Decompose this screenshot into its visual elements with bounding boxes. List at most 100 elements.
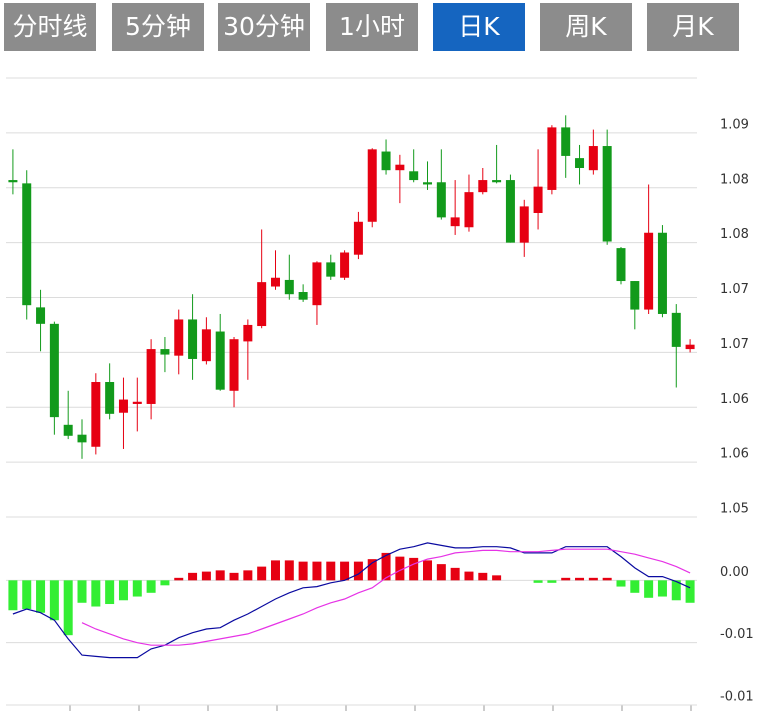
candle-body (22, 183, 32, 306)
candle-body (395, 164, 405, 171)
macd-bar (423, 560, 433, 581)
candle-body (312, 262, 322, 306)
macd-bar (146, 580, 156, 593)
macd-bar (174, 577, 184, 581)
macd-bar (644, 580, 654, 598)
y-tick-label: 1.08 (720, 227, 749, 242)
macd-bar (547, 580, 557, 583)
macd-bar (685, 580, 695, 603)
tab[interactable]: 周K (540, 3, 632, 51)
candle-body (450, 217, 460, 227)
y-tick-label: 1.06 (720, 392, 749, 407)
candle-body (644, 232, 654, 310)
candle-body (284, 279, 294, 295)
macd-bar (49, 580, 59, 621)
macd-bar (478, 572, 488, 581)
candle-body (519, 206, 529, 243)
candle-body (105, 382, 115, 414)
macd-bar (602, 577, 612, 581)
tab[interactable]: 5分钟 (112, 3, 204, 51)
candle-body (602, 146, 612, 242)
candle-body (132, 401, 142, 404)
y-tick-label: -0.01 (720, 627, 754, 642)
macd-bar (436, 564, 446, 581)
macd-bar (77, 580, 87, 603)
macd-bar (91, 580, 101, 607)
candle-body (298, 292, 308, 300)
macd-bar (215, 570, 225, 581)
candle-body (657, 232, 667, 314)
y-tick-label: 1.07 (720, 282, 749, 297)
candle-body (201, 329, 211, 362)
candle-body (588, 146, 598, 171)
macd-bar (561, 577, 571, 581)
candle-body (63, 424, 73, 436)
candle-body (423, 182, 433, 185)
macd-bar (8, 580, 18, 611)
candle-body (160, 349, 170, 355)
tab[interactable]: 日K (433, 3, 525, 51)
macd-bar (492, 575, 502, 581)
candle-body (77, 434, 87, 443)
tab[interactable]: 分时线 (4, 3, 96, 51)
candle-body (146, 349, 156, 404)
candle-body (575, 158, 585, 168)
macd-bar (36, 580, 46, 613)
candle-body (367, 149, 377, 222)
macd-bar (201, 571, 211, 581)
candle-body (630, 281, 640, 310)
macd-bar (243, 570, 253, 581)
candle-body (257, 282, 267, 327)
tab[interactable]: 月K (647, 3, 739, 51)
macd-bar (63, 580, 73, 636)
candle-body (91, 382, 101, 447)
macd-bar (671, 580, 681, 601)
candle-body (464, 192, 474, 228)
candle-body (353, 221, 363, 255)
macd-bar (575, 577, 585, 581)
candle-body (533, 186, 543, 213)
macd-bar (105, 580, 115, 605)
macd-bar (464, 571, 474, 581)
candle-body (561, 127, 571, 156)
macd-bar (257, 566, 267, 581)
macd-bar (630, 580, 640, 593)
macd-bar (367, 559, 377, 581)
candle-body (8, 180, 18, 183)
candle-body (478, 180, 488, 193)
candle-body (409, 171, 419, 181)
y-tick-label: 0.00 (720, 565, 749, 580)
candle-body (188, 319, 198, 359)
candle-body (436, 182, 446, 218)
y-tick-label: 1.08 (720, 172, 749, 187)
candle-body (671, 312, 681, 347)
dif-line (12, 542, 691, 659)
macd-bar (160, 580, 170, 586)
macd-bar (381, 552, 391, 581)
macd-bar (298, 561, 308, 581)
candle-body (505, 180, 515, 243)
candle-body (547, 127, 557, 190)
macd-bar (353, 561, 363, 581)
candle-body (492, 180, 502, 183)
candle-body (36, 307, 46, 324)
candle-body (270, 277, 280, 287)
macd-bar (312, 561, 322, 581)
candle-body (174, 319, 184, 356)
x-axis-ticks (69, 705, 692, 711)
candle-body (616, 248, 626, 282)
macd-bar (588, 577, 598, 581)
tab[interactable]: 30分钟 (218, 3, 310, 51)
macd-bar (270, 560, 280, 581)
y-tick-label: 1.06 (720, 447, 749, 462)
macd-bar (188, 572, 198, 581)
macd-bar (409, 557, 419, 581)
candle-body (326, 262, 336, 277)
candle-body (243, 324, 253, 342)
tab[interactable]: 1小时 (326, 3, 418, 51)
candle-body (340, 252, 350, 278)
candle-body (685, 344, 695, 350)
candle-body (381, 151, 391, 171)
